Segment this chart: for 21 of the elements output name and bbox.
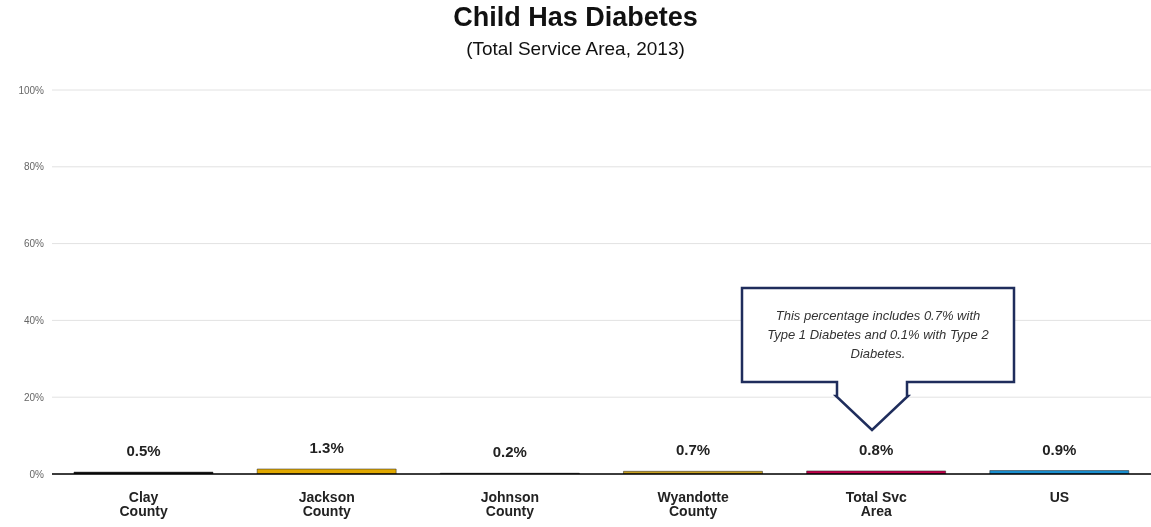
chart-subtitle: (Total Service Area, 2013) [465, 38, 686, 60]
data-label: 0.7% [675, 441, 711, 459]
x-tick-label: Total Svc Area [845, 488, 908, 519]
data-label: 0.9% [1042, 440, 1077, 458]
y-tick-label: 80% [23, 161, 45, 173]
data-label: 1.3% [309, 439, 344, 457]
x-tick-label: Johnson County [480, 488, 540, 519]
y-tick-label: 100% [18, 84, 45, 96]
y-tick-label: 20% [23, 391, 45, 403]
y-tick-label: 0% [29, 468, 45, 480]
x-tick-label: Clay County [119, 488, 168, 519]
data-label: 0.5% [126, 442, 161, 460]
chart-title: Child Has Diabetes [452, 2, 699, 33]
y-tick-label: 60% [23, 238, 45, 250]
data-label: 0.8% [859, 440, 894, 458]
y-tick-label: 40% [23, 314, 45, 326]
annotation: This percentage includes 0.7% with Type 1 Diabetes and 0.1% with Type 2 Diabetes. [766, 307, 990, 363]
x-tick-label: Jackson County [298, 488, 355, 519]
data-label: 0.2% [492, 443, 527, 461]
x-tick-label: Wyandotte County [657, 488, 729, 519]
x-tick-label: US [1049, 488, 1070, 505]
